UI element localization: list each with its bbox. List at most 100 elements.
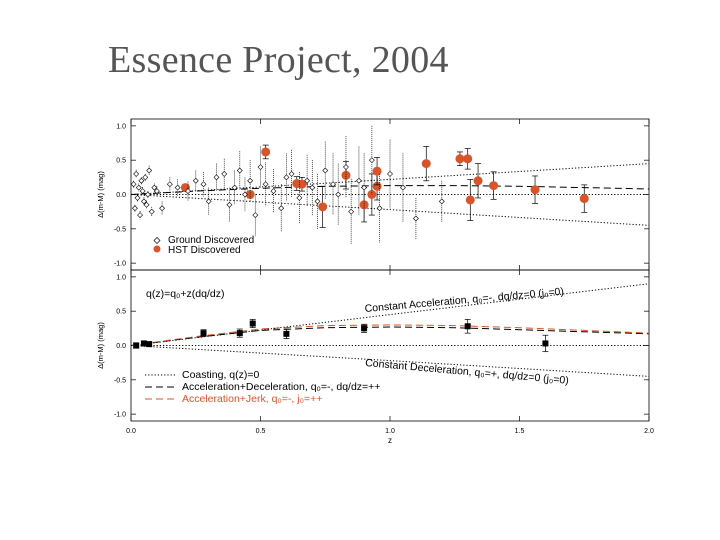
ground-point	[343, 164, 349, 170]
ground-point	[288, 170, 295, 177]
constant-acceleration-label: Constant Acceleration, q₀=-, dq/dz=0 (j₀…	[364, 286, 564, 315]
ground-point	[400, 184, 406, 191]
model-curve	[130, 324, 650, 346]
ground-point	[153, 188, 160, 194]
binned-point	[133, 342, 140, 349]
ground-point	[368, 157, 375, 164]
bottom-legend: Coasting, q(z)=0Acceleration+Deceleratio…	[145, 369, 380, 405]
y-tick-label: -0.5	[114, 377, 126, 384]
ground-point	[278, 205, 285, 212]
ground-point	[257, 164, 264, 170]
ground-point	[376, 205, 383, 212]
model-curve	[130, 345, 650, 377]
binned-point	[283, 330, 290, 337]
ground-point	[141, 198, 147, 205]
y-tick-label: 0.5	[116, 309, 126, 316]
ground-point	[185, 188, 191, 194]
ground-point	[151, 184, 158, 191]
ground-point	[314, 198, 321, 205]
hst-point	[579, 194, 589, 204]
ground-point	[309, 184, 316, 191]
ground-point	[138, 177, 145, 184]
ground-point	[133, 170, 140, 177]
binned-point	[464, 323, 471, 330]
y-tick-label: 0.0	[116, 343, 126, 350]
constant-deceleration-label: Constant Deceleration, q₀=+, dq/dz=0 (j₀…	[365, 357, 570, 387]
ground-point	[236, 167, 243, 174]
binned-point	[249, 320, 256, 327]
hst-legend-label: HST Discovered	[168, 245, 241, 256]
hst-point	[421, 159, 431, 169]
y-tick-label: -1.0	[114, 261, 126, 268]
ground-point	[192, 177, 199, 184]
legend-label: Coasting, q(z)=0	[182, 369, 259, 381]
ground-point	[221, 170, 228, 177]
model-curve	[130, 326, 650, 346]
binned-point	[140, 340, 147, 347]
hst-point	[318, 202, 328, 212]
ground-point	[130, 181, 137, 188]
ground-point	[247, 177, 254, 184]
hst-point	[359, 200, 369, 210]
binned-point	[361, 325, 368, 332]
ground-point	[159, 205, 166, 212]
hst-legend-marker	[153, 245, 161, 253]
x-tick-label: 2.0	[644, 428, 654, 435]
binned-point	[542, 340, 549, 347]
binned-point	[200, 330, 207, 337]
ground-point	[252, 212, 259, 219]
y-axis-label: Δ(m-M) (mag)	[96, 322, 105, 369]
ground-point	[143, 201, 150, 208]
model-curve	[130, 283, 650, 346]
ground-point	[322, 167, 329, 174]
ground-point	[226, 201, 233, 208]
top-panel: 1.0 0.5 0.0 -0.5 -1.0 Δ(m-M) (mag) Ground Disc…	[96, 118, 650, 271]
x-axis-label: z	[388, 436, 392, 445]
ground-point	[200, 181, 207, 188]
hst-point	[341, 170, 351, 180]
ground-point	[135, 184, 142, 191]
hst-point	[463, 154, 473, 164]
ground-point	[131, 205, 138, 212]
hst-point	[261, 147, 271, 157]
hst-point	[455, 154, 465, 164]
ground-point	[283, 174, 290, 181]
hst-point	[530, 185, 540, 195]
y-tick-label: 1.0	[116, 274, 126, 281]
ground-point	[296, 195, 303, 201]
y-tick-label: -0.5	[114, 226, 126, 233]
legend-label: Acceleration+Deceleration, q₀=-, dq/dz=+…	[182, 381, 380, 393]
x-tick-label: 1.5	[515, 428, 525, 435]
ground-point	[304, 177, 311, 184]
x-tick-label: 0.5	[256, 428, 266, 435]
ground-point	[387, 170, 393, 177]
ground-point	[142, 174, 149, 181]
ground-point	[166, 181, 173, 188]
ground-point	[148, 208, 155, 215]
hst-point	[473, 176, 483, 186]
ground-point	[134, 195, 141, 201]
hst-point	[465, 195, 475, 205]
legend-label: Acceleration+Jerk, q₀=-, j₀=++	[182, 393, 322, 405]
y-axis-label: Δ(m-M) (mag)	[96, 171, 105, 218]
ground-point	[348, 208, 355, 215]
ground-point	[205, 198, 212, 205]
ground-point	[330, 181, 336, 188]
ground-point	[144, 191, 151, 198]
slide-title: Essence Project, 2004	[108, 39, 449, 81]
ground-point	[355, 177, 362, 184]
binned-point	[146, 341, 153, 348]
y-tick-label: 1.0	[116, 123, 126, 130]
y-tick-label: -1.0	[114, 412, 126, 419]
ground-point	[139, 188, 146, 194]
ground-legend-label: Ground Discovered	[168, 235, 254, 246]
ground-point	[438, 198, 445, 205]
y-tick-label: 0.0	[116, 192, 126, 199]
model-curve	[130, 163, 650, 195]
ground-point	[412, 215, 419, 222]
ground-point	[146, 167, 153, 174]
hst-point	[489, 181, 499, 191]
x-tick-label: 1.0	[385, 428, 395, 435]
model-curve	[130, 194, 650, 226]
